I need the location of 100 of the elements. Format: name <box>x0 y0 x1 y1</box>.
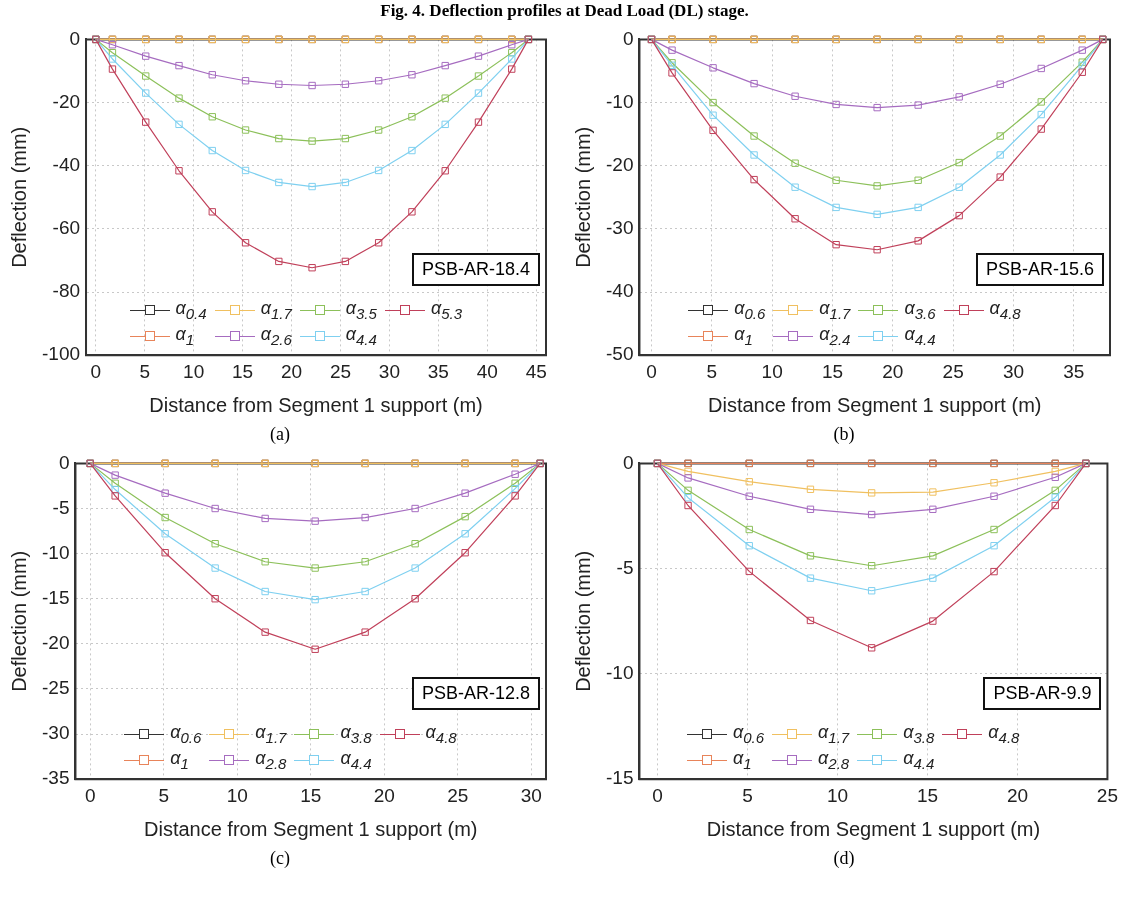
x-tick-label: 0 <box>646 360 657 382</box>
legend-label: α$_{1}$ <box>175 323 195 348</box>
chart-title: Fig. 4. Deflection profiles at Dead Load (DL) stage. <box>379 0 750 22</box>
y-tick-label: -15 <box>605 767 634 789</box>
legend-label: α$_{2.6}$ <box>260 323 292 348</box>
y-tick-label: -10 <box>605 90 634 112</box>
legend-label: α$_{0.6}$ <box>732 722 765 746</box>
y-tick-label: -80 <box>52 280 81 302</box>
y-tick-label: 0 <box>622 451 634 473</box>
y-tick-label: -10 <box>605 662 634 684</box>
text: (d) <box>832 847 856 870</box>
y-tick-label: -15 <box>41 586 70 608</box>
x-tick-label: 10 <box>226 784 248 806</box>
y-tick-label: -10 <box>41 541 70 563</box>
y-tick-label: 0 <box>69 27 81 49</box>
legend-label: α$_{4.8}$ <box>989 298 1021 322</box>
y-tick-label: -5 <box>616 556 634 578</box>
text: (c) <box>269 847 291 870</box>
x-tick-label: 0 <box>84 784 96 806</box>
x-axis-title: Distance from Segment 1 support (m) <box>144 817 478 840</box>
legend-label: α$_{4.4}$ <box>340 747 372 772</box>
x-tick-label: 25 <box>942 360 964 382</box>
legend-label: α$_{4.4}$ <box>904 323 936 348</box>
legend-label: α$_{0.4}$ <box>175 298 207 322</box>
legend-label: α$_{2.4}$ <box>819 323 851 348</box>
x-tick-label: 0 <box>652 784 663 806</box>
x-tick-label: 15 <box>916 784 939 806</box>
legend-label: α$_{4.4}$ <box>903 747 935 772</box>
legend-label: α$_{1.7}$ <box>819 298 851 322</box>
x-tick-label: 15 <box>300 784 322 806</box>
annotation: PSB-AR-15.6 <box>976 253 1105 287</box>
legend-label: α$_{1}$ <box>170 747 189 772</box>
text: (a) <box>269 423 291 446</box>
x-axis-title: Distance from Segment 1 support (m) <box>708 393 1042 416</box>
legend-label: α$_{2.8}$ <box>818 747 850 772</box>
y-tick-label: 0 <box>622 27 634 49</box>
y-axis-title: Deflection (mm) <box>571 550 594 692</box>
x-tick-label: 5 <box>742 784 753 806</box>
x-tick-label: 40 <box>476 360 498 382</box>
x-tick-label: 5 <box>139 360 151 382</box>
y-tick-label: -60 <box>52 217 81 239</box>
x-tick-label: 15 <box>232 360 254 382</box>
x-tick-label: 10 <box>826 784 849 806</box>
x-tick-label: 20 <box>1006 784 1029 806</box>
legend-label: α$_{1.7}$ <box>818 722 850 746</box>
x-axis-title: Distance from Segment 1 support (m) <box>149 393 483 416</box>
legend-label: α$_{4.8}$ <box>425 722 457 746</box>
x-tick-label: 25 <box>447 784 469 806</box>
legend-label: α$_{3.5}$ <box>345 298 377 322</box>
y-tick-label: -25 <box>41 677 70 699</box>
legend-label: α$_{3.6}$ <box>904 298 936 322</box>
x-tick-label: 20 <box>882 360 904 382</box>
x-tick-label: 0 <box>90 360 102 382</box>
x-tick-label: 5 <box>706 360 718 382</box>
legend-label: α$_{3.8}$ <box>903 722 935 746</box>
y-tick-label: 0 <box>58 451 70 473</box>
legend-label: α$_{4.4}$ <box>345 323 377 348</box>
y-axis-title: Deflection (mm) <box>571 126 594 268</box>
y-tick-label: -35 <box>41 767 70 789</box>
y-tick-label: -40 <box>605 280 634 302</box>
x-tick-label: 10 <box>183 360 205 382</box>
legend-label: α$_{2.8}$ <box>255 747 287 772</box>
y-tick-label: -20 <box>41 632 70 654</box>
x-axis-title: Distance from Segment 1 support (m) <box>706 817 1041 840</box>
x-tick-label: 10 <box>761 360 783 382</box>
y-tick-label: -20 <box>605 153 634 175</box>
x-tick-label: 30 <box>520 784 542 806</box>
x-tick-label: 20 <box>373 784 395 806</box>
annotation: PSB-AR-9.9 <box>983 677 1102 711</box>
annotation: PSB-AR-18.4 <box>412 253 541 287</box>
x-tick-label: 25 <box>329 360 352 382</box>
x-tick-label: 35 <box>1063 360 1085 382</box>
x-tick-label: 30 <box>378 360 400 382</box>
legend-label: α$_{4.8}$ <box>988 722 1020 746</box>
x-tick-label: 5 <box>158 784 169 806</box>
y-tick-label: -30 <box>605 217 634 239</box>
legend-label: α$_{5.3}$ <box>430 298 462 322</box>
legend-label: α$_{1.7}$ <box>255 722 287 746</box>
x-tick-label: 45 <box>525 360 547 382</box>
y-axis-title: Deflection (mm) <box>7 126 30 268</box>
x-tick-label: 35 <box>427 360 449 382</box>
x-tick-label: 20 <box>280 360 303 382</box>
y-tick-label: -50 <box>605 343 634 365</box>
legend-label: α$_{1}$ <box>732 747 752 772</box>
annotation: PSB-AR-12.8 <box>412 677 541 711</box>
x-tick-label: 15 <box>821 360 844 382</box>
legend-label: α$_{0.6}$ <box>170 722 202 746</box>
legend-label: α$_{3.8}$ <box>340 722 372 746</box>
legend-label: α$_{1}$ <box>734 323 753 348</box>
x-tick-label: 30 <box>1002 360 1025 382</box>
legend-label: α$_{0.6}$ <box>734 298 766 322</box>
y-tick-label: -40 <box>52 153 81 175</box>
text: (b) <box>832 423 856 446</box>
legend-label: α$_{1.7}$ <box>260 298 292 322</box>
y-tick-label: -5 <box>52 496 70 518</box>
y-tick-label: -20 <box>52 90 81 112</box>
y-axis-title: Deflection (mm) <box>7 550 30 692</box>
y-tick-label: -30 <box>41 722 70 744</box>
x-tick-label: 25 <box>1096 784 1118 806</box>
y-tick-label: -100 <box>42 343 81 365</box>
